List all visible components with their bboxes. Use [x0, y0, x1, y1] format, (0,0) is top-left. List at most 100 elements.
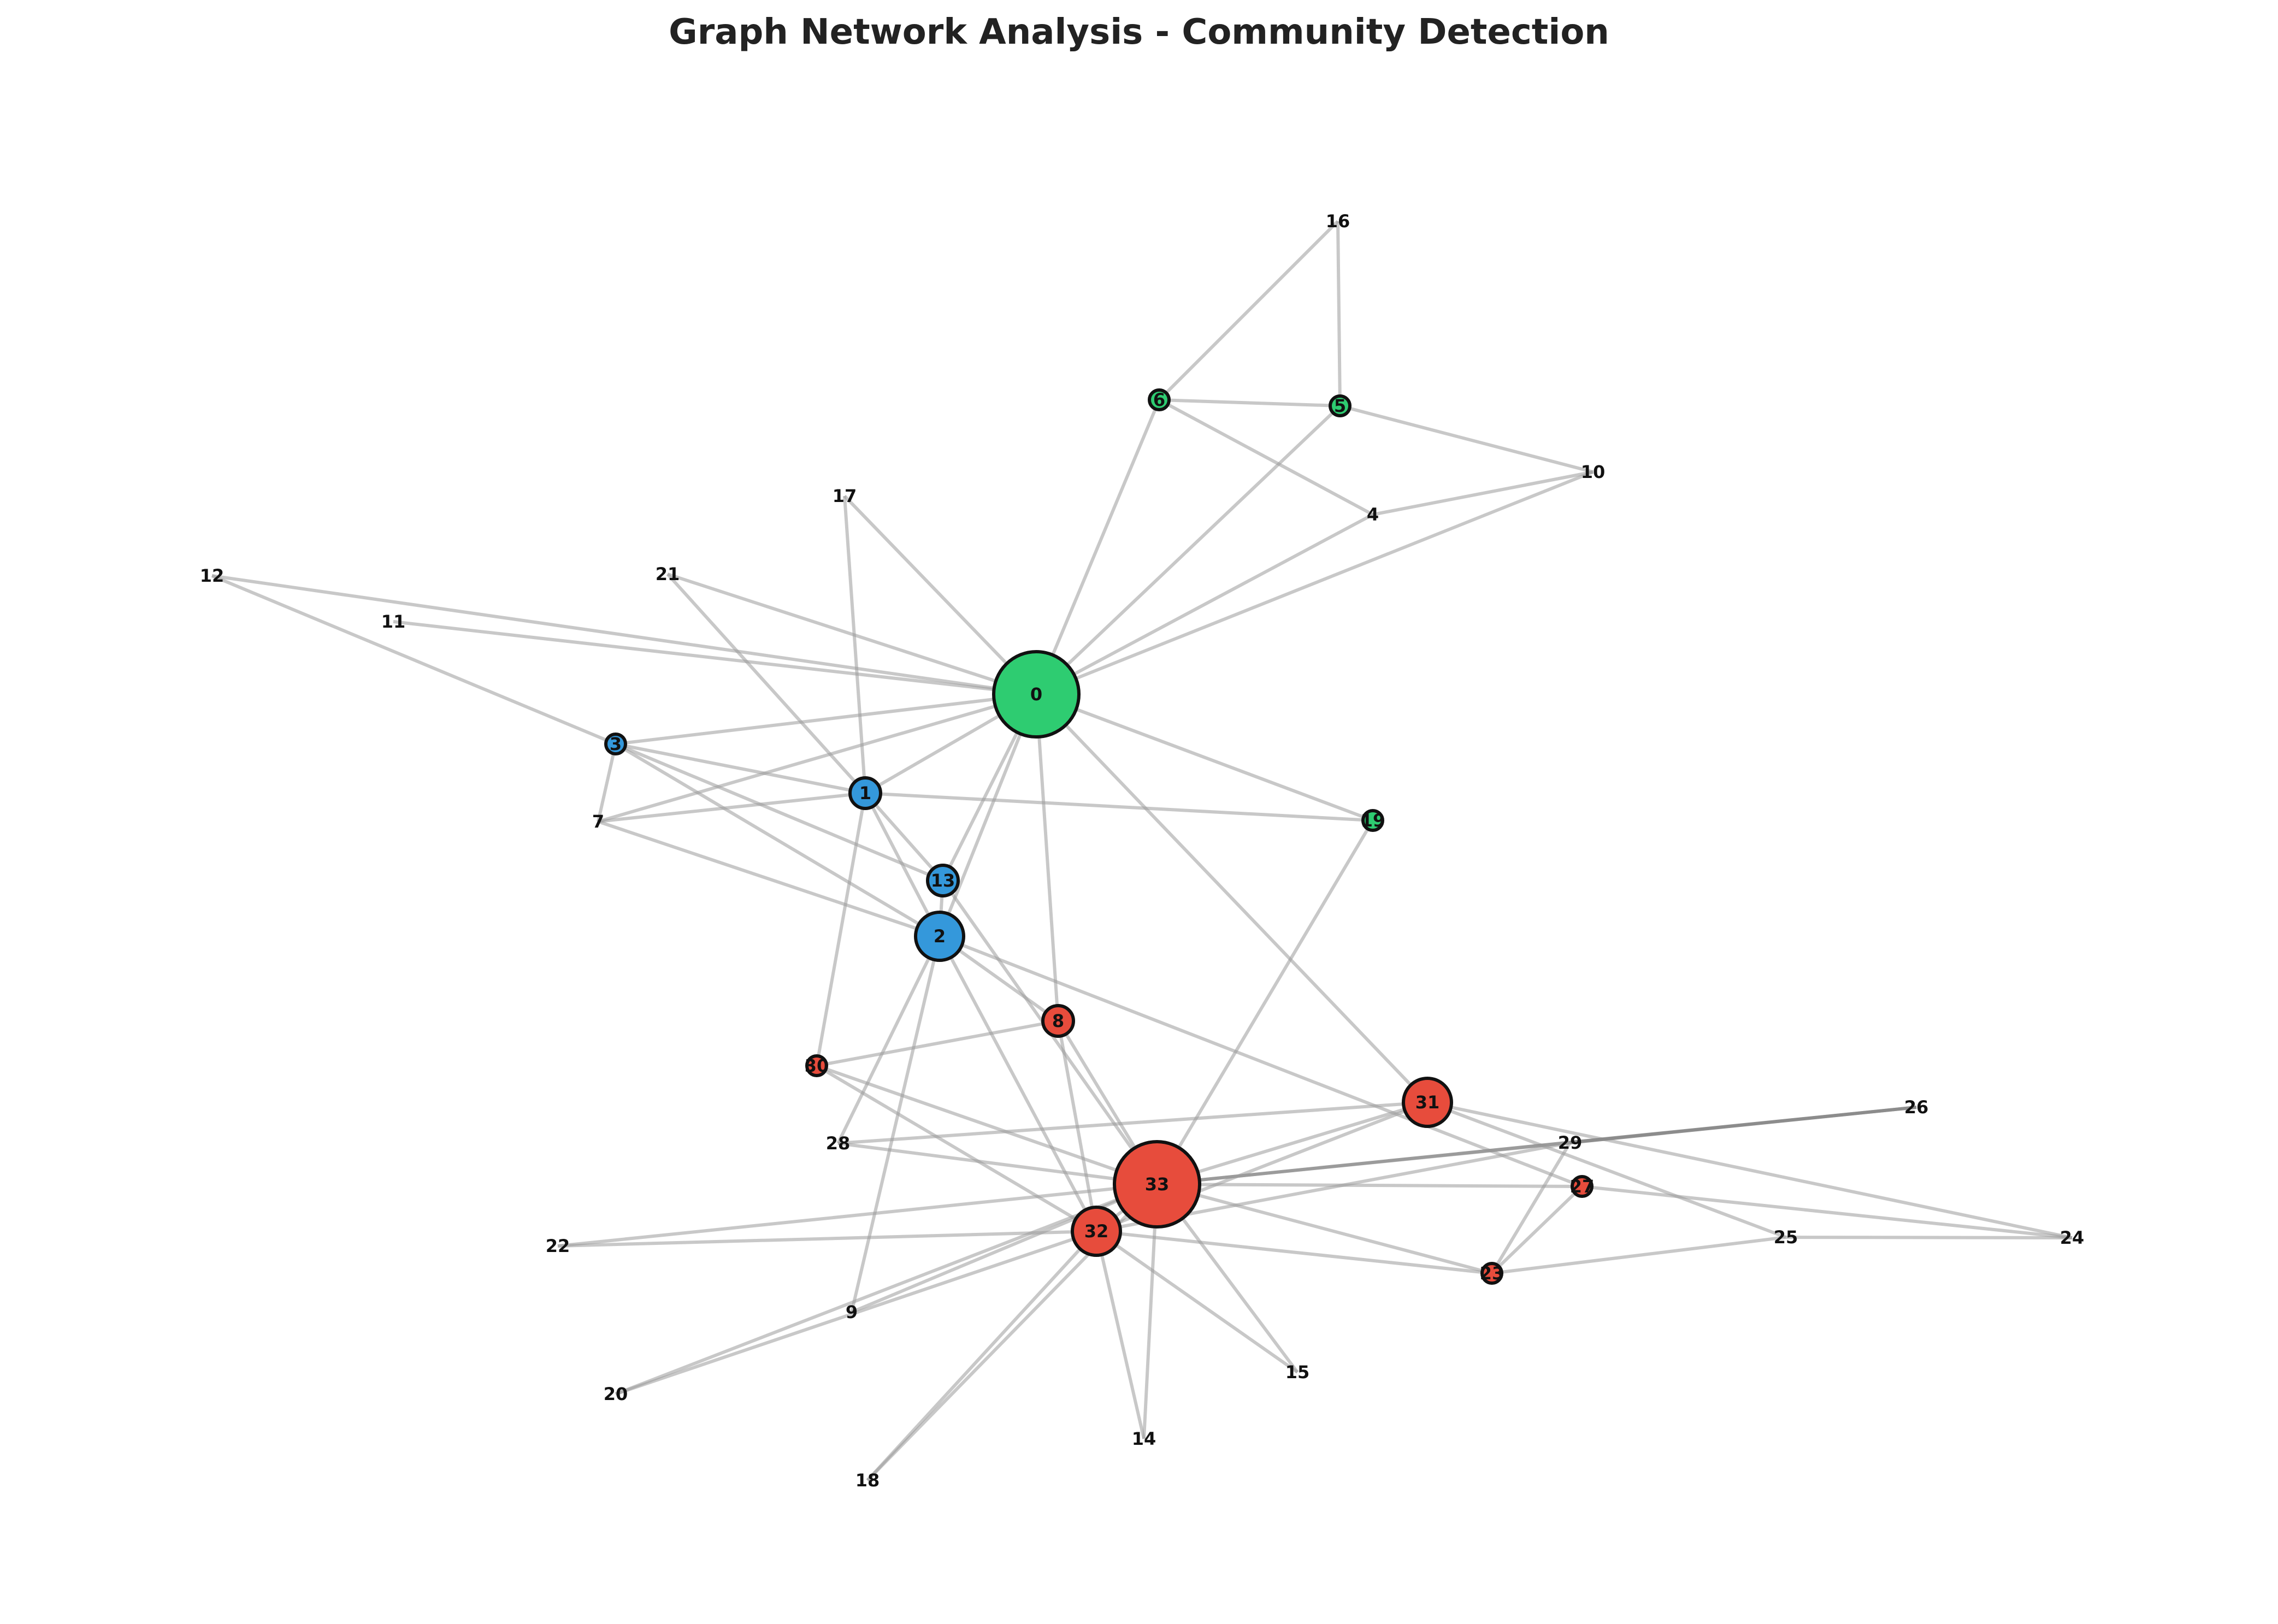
node-10: 10	[1581, 462, 1606, 482]
node-13: 13	[926, 864, 960, 897]
node-label-10: 10	[1581, 462, 1606, 482]
edge-20-32	[615, 1230, 1097, 1396]
edge-5-6	[1159, 398, 1341, 408]
node-24: 24	[2060, 1227, 2085, 1248]
node-circle-5	[1329, 394, 1352, 417]
node-label-24: 24	[2060, 1227, 2085, 1248]
edge-22-32	[557, 1230, 1097, 1248]
node-label-2: 2	[934, 926, 946, 947]
edge-0-6	[1035, 399, 1161, 695]
edge-1-7	[598, 792, 866, 823]
node-circle-27	[1571, 1175, 1594, 1198]
node-11: 11	[381, 611, 406, 632]
node-label-15: 15	[1285, 1362, 1310, 1383]
edge-3-13	[615, 742, 944, 882]
node-label-23: 23	[1480, 1263, 1504, 1284]
node-28: 28	[826, 1133, 851, 1154]
edge-0-8	[1035, 694, 1060, 1021]
node-circle-2	[914, 911, 965, 962]
edge-28-33	[837, 1142, 1158, 1186]
edge-29-33	[1156, 1141, 1571, 1186]
edge-2-9	[850, 936, 941, 1313]
node-label-32: 32	[1084, 1221, 1109, 1242]
node-33: 33	[1113, 1140, 1201, 1229]
figure-title: Graph Network Analysis - Community Detec…	[669, 12, 1609, 52]
node-label-1: 1	[859, 783, 871, 804]
edge-27-33	[1156, 1183, 1583, 1188]
node-3: 3	[604, 733, 627, 755]
node-7: 7	[592, 811, 604, 832]
node-4: 4	[1367, 504, 1379, 525]
node-circle-23	[1480, 1262, 1503, 1285]
edge-23-29	[1490, 1142, 1572, 1274]
edge-0-5	[1035, 404, 1342, 696]
edge-24-25	[1785, 1236, 2073, 1239]
edge-3-7	[597, 743, 617, 822]
node-1: 1	[848, 776, 882, 810]
node-label-19: 19	[1361, 810, 1385, 831]
edge-0-31	[1035, 693, 1429, 1104]
node-label-27: 27	[1570, 1176, 1595, 1197]
node-16: 16	[1326, 211, 1350, 232]
edge-22-33	[557, 1183, 1158, 1248]
edge-8-30	[816, 1019, 1059, 1067]
node-20: 20	[604, 1384, 628, 1404]
edge-0-17	[843, 494, 1038, 696]
node-0: 0	[992, 650, 1081, 739]
node-25: 25	[1774, 1227, 1798, 1248]
node-circle-31	[1402, 1077, 1453, 1128]
node-32: 32	[1071, 1206, 1122, 1257]
edge-0-7	[598, 693, 1037, 823]
node-label-29: 29	[1558, 1132, 1583, 1153]
edge-0-4	[1035, 513, 1374, 696]
node-21: 21	[656, 564, 680, 584]
node-5: 5	[1329, 394, 1352, 417]
node-label-17: 17	[833, 486, 857, 506]
edge-5-16	[1336, 221, 1342, 406]
node-circle-13	[926, 864, 960, 897]
node-label-21: 21	[656, 564, 680, 584]
edge-0-12	[211, 574, 1037, 696]
node-22: 22	[546, 1236, 570, 1256]
edge-6-16	[1158, 220, 1339, 401]
node-14: 14	[1132, 1428, 1156, 1449]
node-label-3: 3	[610, 734, 622, 754]
node-label-8: 8	[1052, 1011, 1064, 1031]
node-15: 15	[1285, 1362, 1310, 1383]
edge-0-3	[615, 693, 1037, 746]
node-29: 29	[1558, 1132, 1583, 1153]
edge-4-6	[1158, 398, 1374, 516]
edge-24-31	[1427, 1101, 2073, 1239]
edge-1-17	[843, 495, 867, 794]
node-label-33: 33	[1145, 1174, 1170, 1195]
node-18: 18	[855, 1470, 880, 1491]
node-label-22: 22	[546, 1236, 570, 1256]
node-label-18: 18	[855, 1470, 880, 1491]
edge-18-32	[866, 1230, 1098, 1482]
node-26: 26	[1904, 1097, 1929, 1118]
node-circle-1	[848, 776, 882, 810]
edge-1-30	[815, 793, 867, 1066]
edge-23-25	[1491, 1236, 1786, 1275]
node-label-0: 0	[1030, 684, 1042, 705]
edge-1-19	[865, 792, 1373, 822]
node-label-4: 4	[1367, 504, 1379, 525]
edge-4-10	[1372, 470, 1594, 516]
node-label-12: 12	[200, 565, 225, 586]
edge-1-13	[864, 792, 945, 882]
node-label-28: 28	[826, 1133, 851, 1154]
node-12: 12	[200, 565, 225, 586]
edge-0-10	[1035, 470, 1594, 696]
node-label-11: 11	[381, 611, 406, 632]
node-label-14: 14	[1132, 1428, 1156, 1449]
node-9: 9	[846, 1302, 858, 1322]
node-circle-3	[604, 733, 627, 755]
edge-1-21	[666, 572, 867, 795]
edge-23-27	[1490, 1185, 1584, 1275]
node-6: 6	[1148, 388, 1171, 411]
node-label-5: 5	[1334, 395, 1346, 416]
node-circle-30	[805, 1054, 828, 1077]
edge-31-33	[1156, 1101, 1428, 1186]
